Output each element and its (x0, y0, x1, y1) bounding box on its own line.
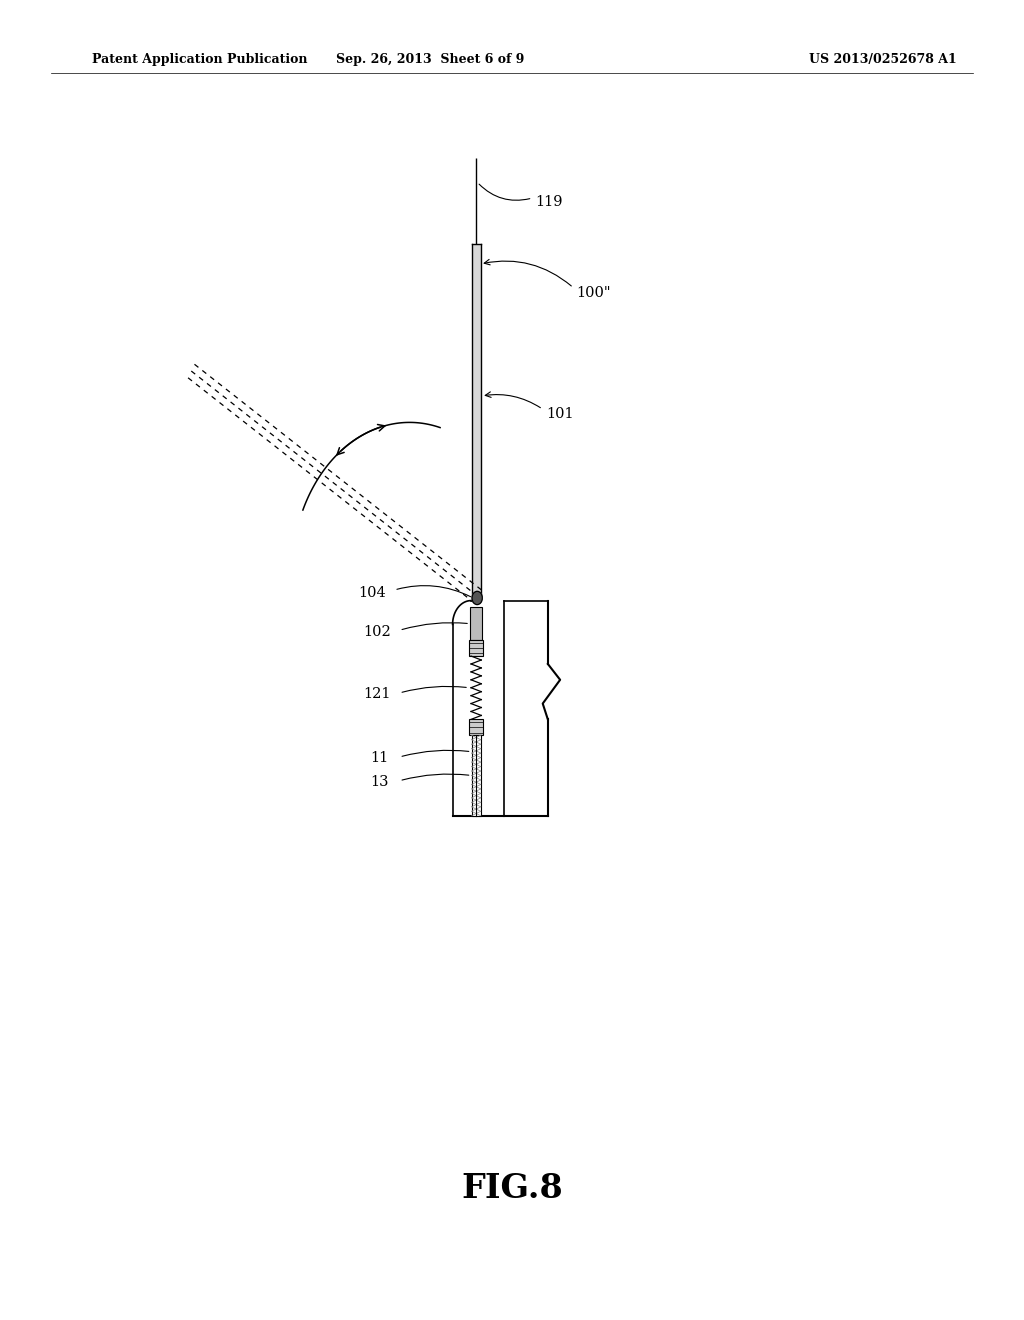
Text: 104: 104 (358, 586, 386, 599)
Text: 119: 119 (536, 195, 563, 209)
Text: 101: 101 (546, 408, 573, 421)
Text: Patent Application Publication: Patent Application Publication (92, 53, 307, 66)
Bar (471, 244, 481, 597)
Text: 121: 121 (364, 688, 391, 701)
Bar (469, 640, 483, 656)
Text: Sep. 26, 2013  Sheet 6 of 9: Sep. 26, 2013 Sheet 6 of 9 (336, 53, 524, 66)
Text: US 2013/0252678 A1: US 2013/0252678 A1 (809, 53, 956, 66)
Bar (469, 719, 483, 735)
Text: 102: 102 (364, 624, 391, 639)
Bar (471, 735, 481, 816)
Text: 11: 11 (371, 751, 389, 766)
Bar (470, 607, 482, 640)
Circle shape (472, 591, 482, 605)
Text: FIG.8: FIG.8 (461, 1172, 563, 1204)
Text: 13: 13 (371, 775, 389, 789)
Text: 100": 100" (577, 286, 611, 300)
